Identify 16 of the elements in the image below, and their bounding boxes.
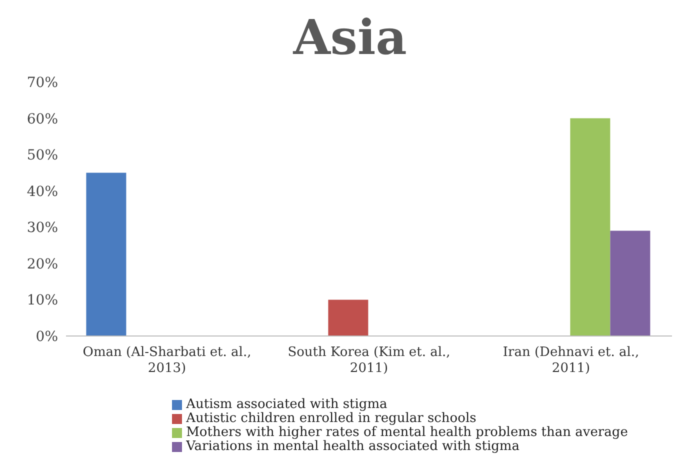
y-tick-label: 10%: [26, 292, 58, 309]
x-tick-label: South Korea (Kim et. al., 2011): [288, 345, 450, 376]
y-tick-label: 40%: [26, 184, 58, 200]
legend-label: Mothers with higher rates of mental health problems than average: [186, 425, 628, 440]
x-tick-label: Iran (Dehnavi et. al., 2011): [502, 345, 640, 376]
legend-label: Autistic children enrolled in regular schools: [186, 411, 476, 426]
legend-label: Variations in mental health associated with stigma: [186, 439, 520, 454]
y-tick-label: 60%: [26, 111, 58, 128]
y-tick-label: 20%: [26, 256, 58, 272]
x-tick-label: Oman (Al-Sharbati et. al., 2013): [82, 345, 252, 376]
legend-label: Autism associated with stigma: [186, 397, 388, 412]
y-tick-label: 0%: [36, 328, 58, 345]
y-tick-label: 30%: [26, 220, 58, 236]
y-tick-label: 70%: [26, 74, 58, 91]
chart-title: Asia: [292, 9, 408, 68]
y-tick-label: 50%: [26, 148, 58, 164]
